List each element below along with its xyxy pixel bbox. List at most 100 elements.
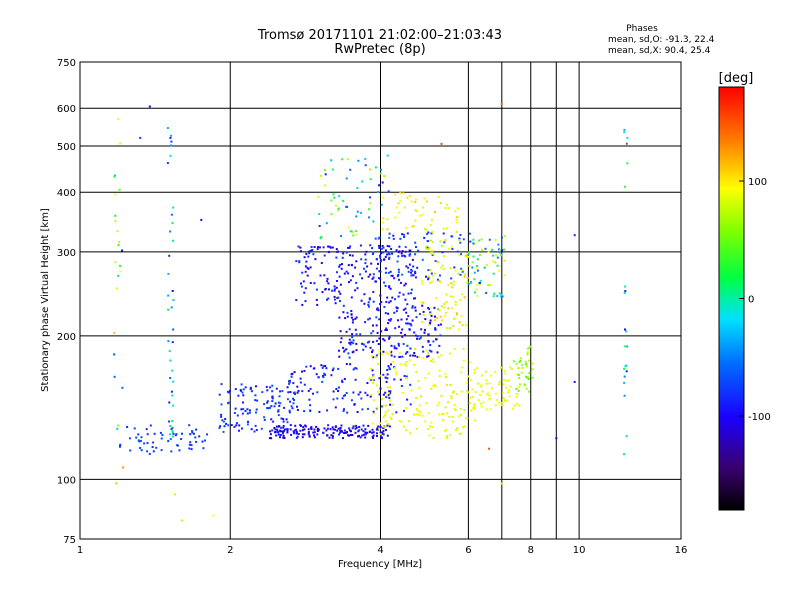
data-point [170, 306, 173, 309]
data-point [117, 118, 120, 121]
data-point [409, 354, 412, 357]
data-point [339, 431, 341, 434]
y-tick-label: 750 [57, 58, 76, 69]
data-point [372, 300, 375, 303]
data-point [410, 271, 413, 274]
data-point [448, 416, 451, 418]
data-point [168, 433, 171, 436]
data-point [312, 392, 314, 395]
data-point [385, 300, 388, 303]
data-point [347, 264, 350, 267]
data-point [407, 292, 410, 295]
data-point [415, 427, 418, 430]
data-point [485, 291, 488, 294]
data-point [351, 427, 354, 430]
data-point [339, 330, 342, 333]
data-point [466, 253, 468, 256]
data-point [405, 322, 408, 325]
data-point [372, 434, 375, 437]
data-point [318, 225, 321, 227]
data-point [172, 380, 175, 383]
data-point [434, 327, 437, 330]
data-point [266, 407, 269, 409]
data-point [316, 391, 319, 394]
data-point [384, 414, 387, 417]
data-point [383, 258, 386, 261]
data-point [342, 252, 345, 255]
data-point [364, 428, 367, 431]
data-point [334, 406, 337, 409]
data-point [349, 230, 352, 233]
data-point [447, 401, 450, 404]
data-point [355, 333, 358, 336]
data-point [484, 370, 487, 373]
data-point [490, 283, 493, 286]
data-point [454, 269, 457, 272]
data-point [502, 383, 505, 386]
data-point [473, 407, 475, 410]
data-point [410, 288, 413, 291]
data-point [345, 330, 348, 333]
data-point [121, 249, 123, 252]
data-point [328, 250, 330, 253]
data-point [377, 390, 379, 393]
data-point [386, 245, 389, 247]
data-point [498, 251, 501, 254]
data-point [456, 427, 459, 430]
data-point [382, 251, 385, 254]
data-point [517, 389, 520, 392]
data-point [362, 343, 365, 346]
data-point [455, 429, 458, 432]
data-point [266, 400, 269, 403]
data-point [472, 255, 475, 258]
data-point [333, 196, 336, 199]
data-point [436, 307, 439, 310]
data-point [270, 418, 273, 421]
data-point [385, 351, 388, 354]
data-point [238, 429, 240, 432]
data-point [399, 199, 402, 202]
data-point [342, 346, 345, 349]
data-point [519, 357, 522, 360]
data-point [414, 209, 417, 212]
data-point [378, 270, 381, 273]
data-point [292, 397, 295, 400]
data-point [220, 413, 223, 416]
data-point [299, 381, 302, 384]
data-point [170, 428, 173, 431]
data-point [625, 364, 628, 367]
data-point [372, 375, 375, 378]
data-point [458, 239, 461, 242]
data-point [386, 218, 389, 221]
data-point [446, 203, 448, 206]
data-point [368, 216, 370, 219]
data-point [446, 227, 449, 230]
data-point [442, 227, 445, 230]
data-point [466, 281, 469, 284]
data-point [436, 278, 439, 281]
data-point [386, 369, 389, 371]
data-point [389, 403, 392, 406]
data-point [169, 425, 172, 427]
data-point [466, 382, 469, 384]
data-point [414, 272, 417, 275]
data-point [375, 267, 378, 270]
data-point [282, 436, 285, 439]
data-point [434, 272, 437, 275]
data-point [167, 440, 170, 443]
data-point [302, 426, 305, 429]
data-point [330, 199, 333, 202]
data-point [170, 140, 173, 143]
data-point [307, 432, 310, 435]
data-point [462, 426, 464, 429]
data-point [404, 250, 407, 253]
data-point [525, 363, 528, 365]
data-point [424, 247, 427, 250]
data-point [626, 136, 629, 139]
data-point [382, 433, 385, 436]
data-point [319, 237, 322, 240]
data-point [171, 221, 174, 224]
data-point [490, 387, 493, 390]
data-point [445, 376, 447, 379]
data-point [625, 435, 628, 438]
